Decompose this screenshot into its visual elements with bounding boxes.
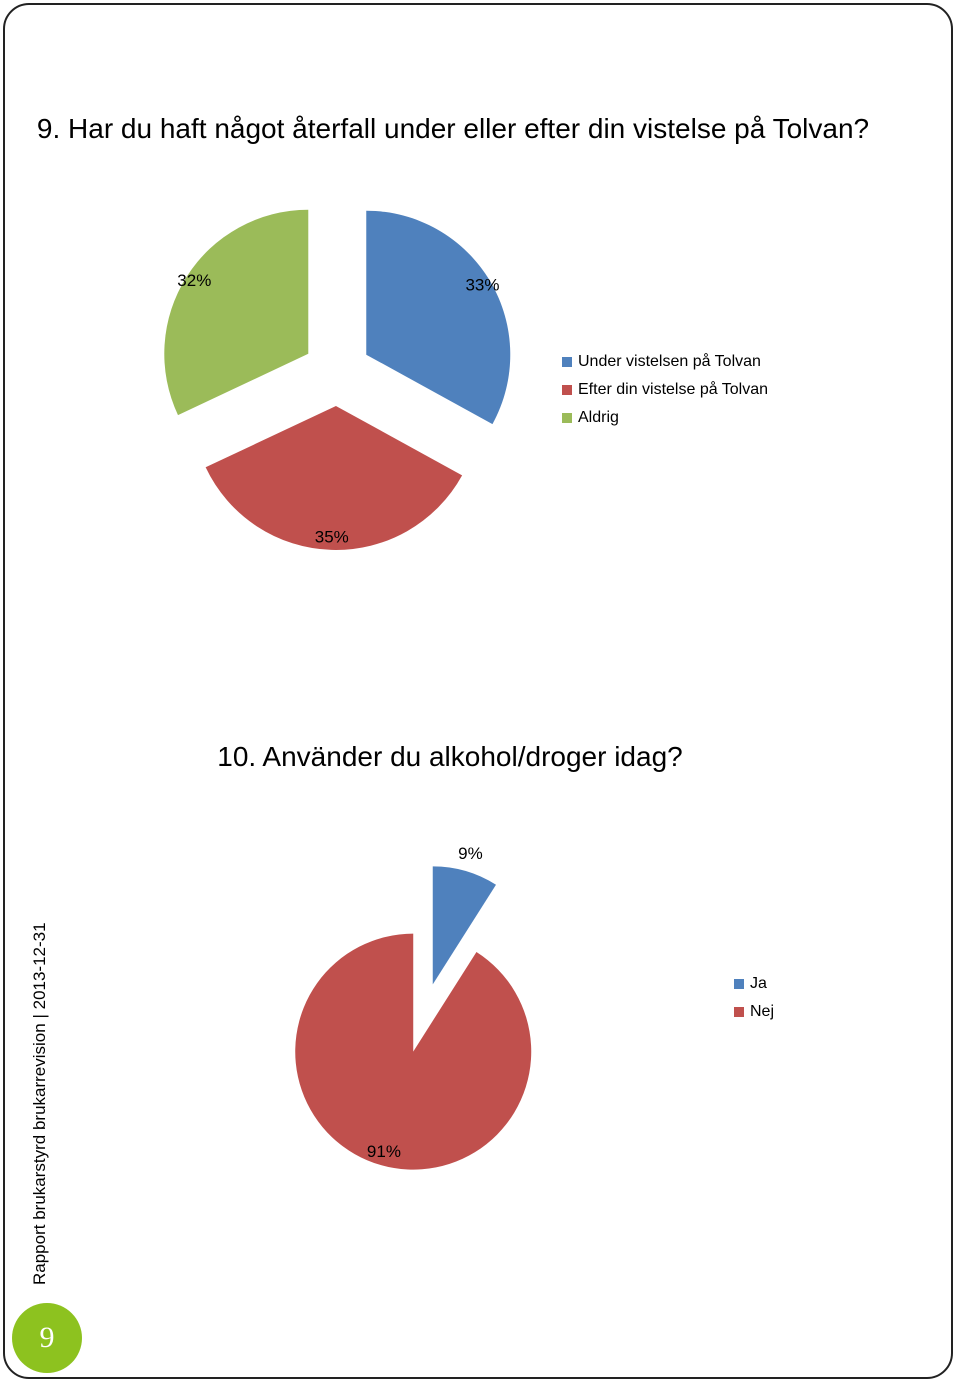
chart1-legend-swatch-1 [734,1007,744,1017]
chart1-legend-swatch-0 [734,979,744,989]
chart0-slice-2 [164,209,309,416]
chart1-slice-0 [432,866,496,985]
chart0-legend-label-2: Aldrig [578,409,619,426]
chart0-legend-label-0: Under vistelsen på Tolvan [578,353,761,370]
report-date: 2013-12-31 [30,922,49,1010]
chart1-data-label-0: 9% [458,844,483,863]
chart0-legend-item-0: Under vistelsen på Tolvan [562,348,768,376]
chart0-data-label-0: 33% [465,275,499,294]
report-footer-label: Rapport brukarstyrd brukarrevision | 201… [30,922,50,1285]
report-label: Rapport brukarstyrd brukarrevision [30,1023,49,1285]
report-separator: | [30,1014,49,1019]
chart1-data-label-1: 91% [367,1142,401,1161]
chart0-legend-swatch-0 [562,357,572,367]
chart0-legend-swatch-2 [562,413,572,423]
chart0-slice-0 [366,210,511,425]
chart0-legend-swatch-1 [562,385,572,395]
chart2-legend: Ja Nej [734,970,774,1026]
chart1-legend: Under vistelsen på Tolvan Efter din viste… [562,348,768,432]
chart1-legend-label-0: Ja [750,975,767,992]
chart0-legend-label-1: Efter din vistelse på Tolvan [578,381,769,398]
chart2-title: 10. Använder du alkohol/droger idag? [217,741,683,772]
page-frame [3,3,953,1379]
chart0-slice-1 [205,405,463,550]
chart1-slice-1 [295,933,532,1170]
chart0-data-label-1: 35% [315,527,349,546]
chart0-data-label-2: 32% [177,271,211,290]
chart0-legend-item-2: Aldrig [562,404,768,432]
chart1-legend-item-1: Nej [734,998,774,1026]
chart0-legend-item-1: Efter din vistelse på Tolvan [562,376,768,404]
page-number-badge: 9 [12,1303,82,1373]
chart1-title: 9. Har du haft något återfall under elle… [36,113,870,144]
chart1-legend-item-0: Ja [734,970,774,998]
chart1-legend-label-1: Nej [750,1003,775,1020]
